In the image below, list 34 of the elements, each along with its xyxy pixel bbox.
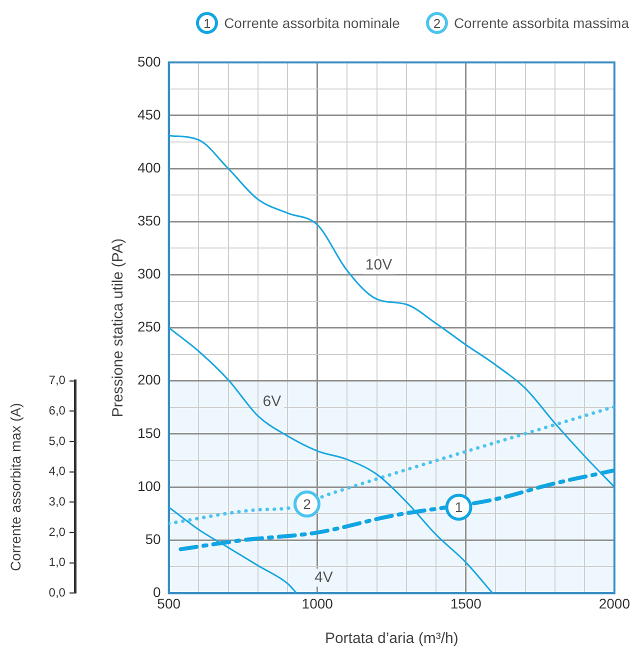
y-tick-label: 250 — [137, 318, 162, 335]
y2-tick-label: 7,0 — [48, 373, 66, 388]
y2-tick-label: 2,0 — [48, 524, 66, 539]
y2-tick-label: 4,0 — [48, 464, 66, 478]
y-tick-label: 150 — [137, 424, 162, 441]
y-tick-label: 350 — [137, 212, 162, 228]
y-tick-label: 300 — [137, 266, 162, 282]
legend-label: Corrente assorbita massima — [454, 15, 629, 31]
y-tick-label: 100 — [137, 478, 162, 494]
y2-axis-title: Corrente assorbita max (A) — [7, 403, 24, 572]
x-tick-label: 2000 — [598, 595, 630, 612]
annotation: 1 — [454, 499, 463, 516]
y-tick-label: 500 — [137, 53, 162, 70]
y-axis-title: Pressione statica utile (PA) — [110, 238, 127, 418]
y2-tick-label: 1,0 — [48, 555, 66, 570]
series-label: 10V — [365, 256, 392, 274]
y2-tick-label: 5,0 — [48, 434, 66, 448]
y-tick-label: 400 — [137, 159, 162, 176]
annotation: 2 — [303, 496, 312, 512]
text: 1 — [203, 16, 211, 30]
y-tick-label: 200 — [137, 372, 162, 388]
x-tick-label: 1500 — [450, 595, 482, 612]
line-series — [168, 404, 614, 526]
y-tick-label: 450 — [137, 106, 162, 122]
text: 2 — [433, 16, 441, 30]
y2-tick-label: 6,0 — [48, 404, 66, 418]
y2-tick-label: 0,0 — [48, 586, 66, 600]
legend-label: Corrente assorbita nominale — [224, 15, 400, 31]
y-tick-label: 50 — [145, 530, 162, 547]
series-label: 4V — [314, 568, 333, 586]
series-label: 6V — [262, 393, 282, 410]
x-tick-label: 1000 — [302, 595, 334, 612]
x-axis-title: Portata d’aria (m³/h) — [324, 630, 458, 648]
y2-tick-label: 3,0 — [48, 494, 66, 509]
